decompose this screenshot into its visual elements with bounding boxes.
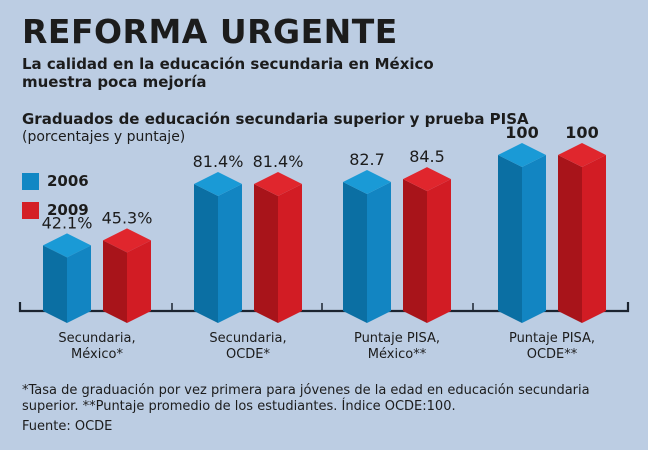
legend-label-2009: 2009 <box>47 201 89 219</box>
bar-2009-3 <box>403 167 451 323</box>
bar-left-face <box>43 245 67 323</box>
category-label: Puntaje PISA, OCDE** <box>482 331 622 363</box>
bar-left-face <box>403 179 427 323</box>
bar-left-face <box>194 184 218 323</box>
bar-2006-4 <box>498 143 546 323</box>
bar-top-face <box>103 228 151 253</box>
category-label-line: OCDE* <box>225 347 271 362</box>
bar-right-face <box>367 181 391 323</box>
bar-right-face <box>522 155 546 323</box>
bar-left-face <box>558 155 582 323</box>
category-label: Secundaria, México* <box>27 331 167 363</box>
bar-right-face <box>427 179 451 323</box>
bar-right-face <box>278 184 302 323</box>
page-subtitle: La calidad en la educación secundaria en… <box>22 55 434 91</box>
bar-left-face <box>103 240 127 323</box>
chart-title: Graduados de educación secundaria superi… <box>22 110 529 128</box>
category-label-line: Puntaje PISA, <box>508 331 596 346</box>
bar-value-label: 100 <box>565 123 598 142</box>
bar-top-face <box>43 233 91 258</box>
category-label: Puntaje PISA, México** <box>327 331 467 363</box>
bar-top-face <box>194 172 242 197</box>
chart-subtitle: (porcentajes y puntaje) <box>22 129 186 145</box>
bar-value-label: 45.3% <box>102 208 153 227</box>
bar-value-label: 84.5 <box>409 147 445 166</box>
bar-left-face <box>343 181 367 323</box>
source-note: Fuente: OCDE <box>22 419 113 434</box>
bar-value-label: 42.1% <box>42 213 93 232</box>
bar-2009-4 <box>558 143 606 323</box>
bar-value-label: 82.7 <box>349 150 385 169</box>
bar-2009-1 <box>103 228 151 323</box>
bar-left-face <box>498 155 522 323</box>
page-title: REFORMA URGENTE <box>22 12 398 51</box>
bar-right-face <box>67 245 91 323</box>
x-axis-line <box>18 302 630 313</box>
legend-swatch-2009 <box>22 201 39 219</box>
bar-value-label: 100 <box>505 123 538 142</box>
bar-top-face <box>558 143 606 167</box>
category-label-line: Secundaria, <box>58 331 136 346</box>
legend-label-2006: 2006 <box>47 172 89 190</box>
category-label-line: Secundaria, <box>209 331 287 346</box>
bar-2006-1 <box>43 233 91 323</box>
legend-swatch-2006 <box>22 172 39 190</box>
category-label-line: México** <box>367 347 427 362</box>
bar-top-face <box>254 172 302 197</box>
legend-item-2006: 2006 <box>22 172 89 190</box>
category-label-line: México* <box>71 347 123 362</box>
footnote: *Tasa de graduación por vez primera para… <box>22 383 590 414</box>
bar-top-face <box>498 143 546 167</box>
bar-right-face <box>218 184 242 323</box>
bar-2006-3 <box>343 169 391 323</box>
category-label: Secundaria, OCDE* <box>178 331 318 363</box>
bar-top-face <box>343 169 391 194</box>
bar-right-face <box>127 240 151 323</box>
category-label-line: OCDE** <box>526 347 578 362</box>
bar-value-label: 81.4% <box>193 152 244 171</box>
bar-top-face <box>403 167 451 192</box>
category-label-line: Puntaje PISA, <box>353 331 441 346</box>
bar-right-face <box>582 155 606 323</box>
bar-2009-2 <box>254 172 302 323</box>
bar-2006-2 <box>194 172 242 323</box>
legend-item-2009: 2009 <box>22 201 89 219</box>
bar-value-label: 81.4% <box>253 152 304 171</box>
bar-left-face <box>254 184 278 323</box>
